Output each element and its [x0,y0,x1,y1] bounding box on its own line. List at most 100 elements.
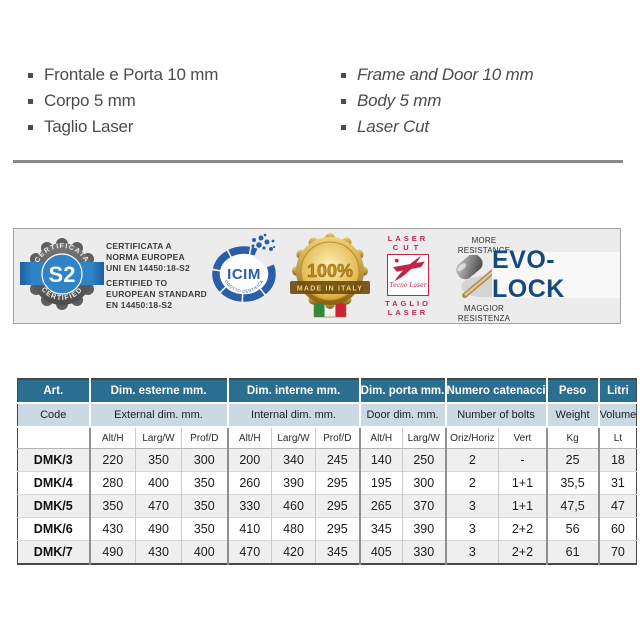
table-cell: 295 [315,494,360,518]
table-cell: 490 [135,517,182,541]
cert-line: EUROPEAN STANDARD [106,289,207,299]
table-cell: 430 [135,540,182,564]
table-row: DMK/3 220 350 300 200 340 245 140 250 2-25 18 [17,448,637,472]
header-subcol-empty [17,427,90,449]
table-cell: 295 [315,517,360,541]
row-code: DMK/6 [17,517,90,541]
list-item: Corpo 5 mm [28,88,218,114]
table-cell: 61 [545,540,599,564]
resistance-label-it: MAGGIOR [463,304,505,313]
table-cell: 35,5 [545,471,599,495]
table-cell: 280 [88,471,136,495]
list-item: Frame and Door 10 mm [341,62,534,88]
table-cell: 470 [135,494,182,518]
feature-label: Laser Cut [357,117,429,136]
row-code: DMK/3 [17,448,90,472]
made-in-italy-label: MADE IN ITALY [297,286,363,293]
table-cell: 25 [545,448,599,472]
s2-label: S2 [49,262,76,287]
header-subcol: Alt/H [358,427,403,449]
cert-line: EN 14450:18-S2 [106,300,173,310]
bullet-square-icon [28,72,33,78]
table-cell: 2+2 [498,540,547,564]
table-cell: 195 [358,471,403,495]
table-cell: 330 [226,494,272,518]
list-item: Taglio Laser [28,114,218,140]
header-art-it: Art. [17,379,90,404]
header-subcol: Kg [545,427,599,449]
row-code: DMK/7 [17,540,90,564]
table-cell: 220 [88,448,136,472]
table-cell: 265 [358,494,403,518]
header-art-en: Code [17,403,90,428]
cert-line: NORMA EUROPEA [106,252,185,262]
icim-logo-icon: ICIM PRODOTTO CERTIFICATO [204,232,276,302]
table-cell: 2+2 [498,517,547,541]
table-cell: 47 [597,494,637,518]
table-cell: 18 [597,448,637,472]
table-cell: 345 [358,517,403,541]
table-cell: 1+1 [498,494,547,518]
feature-label: Taglio Laser [44,117,134,136]
table-cell: 430 [88,517,136,541]
table-cell: 3 [444,517,499,541]
header-subcol: Larg/W [402,427,446,449]
features-list-italian: Frontale e Porta 10 mm Corpo 5 mm Taglio… [28,62,218,140]
spec-table: Art. Dim. esterne mm. Dim. interne mm. Dim.… [17,378,638,565]
tecno-laser-monogram-icon [393,255,425,282]
header-group-it: Litri [597,379,637,404]
header-subcol: Alt/H [226,427,272,449]
made-in-italy-badge-icon: 100% MADE IN ITALY [290,233,370,318]
table-cell: 345 [315,540,360,564]
cert-line: CERTIFICATA A [106,241,172,251]
table-row: DMK/4 280 400 350 260 390 295 195 300 2 1+1 35,5 31 [17,471,637,495]
table-cell: 390 [402,517,446,541]
cert-line: UNI EN 14450:18-S2 [106,263,190,273]
row-code: DMK/5 [17,494,90,518]
table-cell: 3 [444,494,499,518]
resistance-label-en: RESISTANCE [457,245,511,255]
header-group-it: Dim. interne mm. [226,379,360,404]
table-cell: 490 [88,540,136,564]
header-group-it: Numero catenacci [444,379,547,404]
table-cell: 460 [271,494,316,518]
cert-line: CERTIFIED TO [106,278,168,288]
table-row: DMK/6 430 490 350 410 480 295 345 390 3 2+2 56 60 [17,517,637,541]
evo-lock-label: EVO-LOCK [492,246,565,303]
bullet-square-icon [341,98,346,104]
table-cell: 400 [181,540,228,564]
header-group-it: Peso [545,379,599,404]
table-cell: 350 [135,448,182,472]
table-cell: 200 [226,448,272,472]
header-group-en: Door dim. mm. [358,403,446,428]
bullet-square-icon [28,124,33,130]
table-cell: 70 [597,540,637,564]
icim-label: ICIM [227,266,261,283]
table-cell: 300 [402,471,446,495]
section-divider [13,160,623,163]
header-subcol: Larg/W [271,427,316,449]
feature-label: Corpo 5 mm [44,91,136,110]
table-cell: 3 [444,540,499,564]
table-cell: 2 [444,448,499,472]
laser-cut-label: CUT [392,243,424,252]
list-item: Frontale e Porta 10 mm [28,62,218,88]
table-cell: 350 [181,471,228,495]
table-cell: 60 [597,517,637,541]
table-cell: 295 [315,471,360,495]
table-cell: 330 [402,540,446,564]
row-code: DMK/4 [17,471,90,495]
resistance-label-en: MORE [471,236,497,245]
bullet-square-icon [28,98,33,104]
list-item: Laser Cut [341,114,533,140]
table-cell: 56 [545,517,599,541]
list-item: Body 5 mm [341,88,533,114]
table-cell: 420 [271,540,316,564]
laser-cut-badge: LASER CUT Tecno Laser TAGLIO LASER [374,234,442,317]
table-cell: 340 [271,448,316,472]
tecno-laser-logo: Tecno Laser [387,254,429,296]
evo-lock-panel: EVO-LOCK [492,246,620,303]
table-cell: 480 [271,517,316,541]
header-group-it: Dim. porta mm. [358,379,446,404]
header-subcol: Prof/D [181,427,228,449]
